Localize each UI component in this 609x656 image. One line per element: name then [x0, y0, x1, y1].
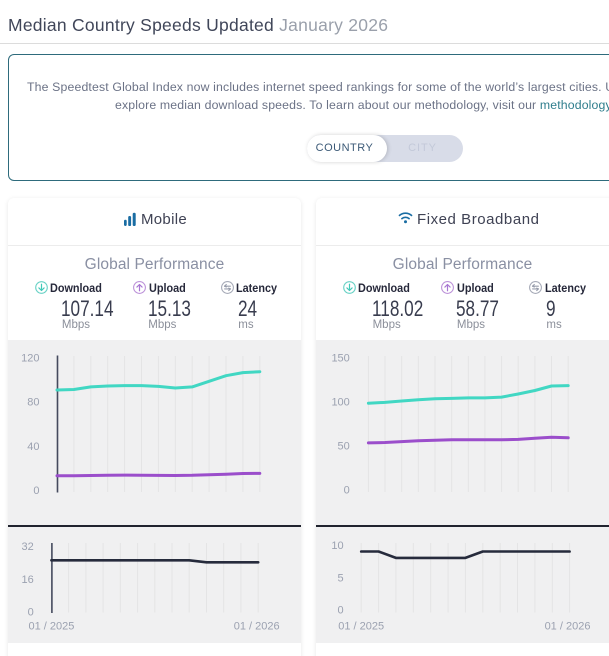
svg-text:01 / 2025: 01 / 2025 — [338, 620, 384, 632]
svg-text:10: 10 — [331, 540, 343, 552]
svg-text:01 / 2026: 01 / 2026 — [234, 620, 280, 632]
svg-text:0: 0 — [344, 485, 350, 497]
svg-text:0: 0 — [33, 485, 39, 497]
svg-text:01 / 2025: 01 / 2025 — [28, 620, 74, 632]
svg-text:120: 120 — [21, 353, 39, 365]
svg-text:150: 150 — [331, 352, 349, 364]
svg-text:32: 32 — [22, 541, 34, 553]
svg-text:0: 0 — [337, 605, 343, 617]
svg-text:16: 16 — [22, 574, 34, 586]
svg-text:100: 100 — [331, 397, 349, 409]
svg-text:40: 40 — [27, 441, 39, 453]
svg-text:50: 50 — [338, 441, 350, 453]
svg-text:5: 5 — [337, 572, 343, 584]
svg-text:0: 0 — [28, 607, 34, 619]
svg-text:80: 80 — [27, 397, 39, 409]
svg-text:01 / 2026: 01 / 2026 — [545, 620, 591, 632]
